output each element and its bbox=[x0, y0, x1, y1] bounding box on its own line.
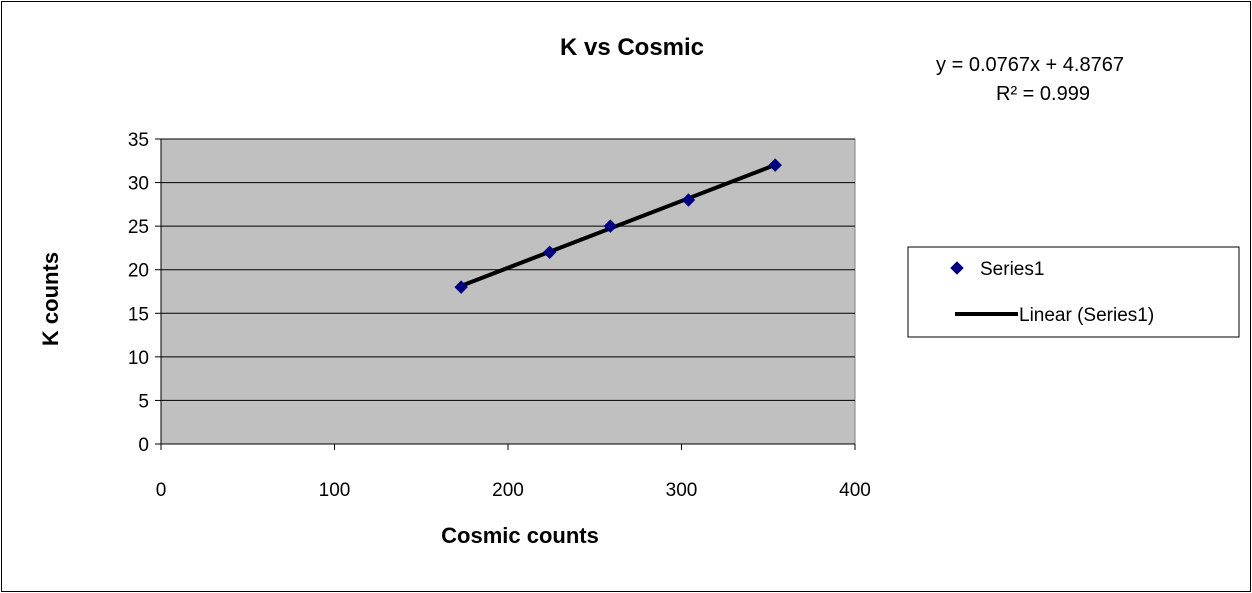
plot-area bbox=[160, 138, 856, 445]
x-tick-label: 200 bbox=[492, 480, 524, 501]
legend: Series1 Linear (Series1) bbox=[907, 246, 1240, 338]
y-tick-label: 25 bbox=[128, 217, 149, 238]
x-tick-labels: 0 100 200 300 400 bbox=[156, 480, 871, 501]
gridlines bbox=[155, 138, 856, 450]
data-point bbox=[542, 245, 557, 259]
x-tick-label: 400 bbox=[839, 480, 871, 501]
y-tick-label: 35 bbox=[128, 130, 149, 151]
y-tick-label: 20 bbox=[128, 261, 149, 282]
y-axis-title: K counts bbox=[38, 252, 63, 346]
x-tick-label: 300 bbox=[666, 480, 698, 501]
data-point bbox=[454, 280, 468, 294]
x-tick-label: 0 bbox=[156, 480, 167, 501]
trendline-r-squared: R² = 0.999 bbox=[996, 83, 1090, 105]
legend-label-trendline: Linear (Series1) bbox=[1019, 305, 1154, 326]
trendline-equation: y = 0.0767x + 4.8767 bbox=[936, 54, 1124, 76]
y-tick-labels: 0 5 10 15 20 25 30 35 bbox=[128, 130, 149, 456]
x-axis-title: Cosmic counts bbox=[441, 523, 599, 548]
data-point bbox=[603, 219, 618, 233]
data-point bbox=[768, 158, 782, 172]
axes bbox=[160, 139, 855, 445]
y-tick-label: 30 bbox=[128, 174, 149, 195]
legend-label-series1: Series1 bbox=[980, 259, 1044, 280]
legend-marker-series1 bbox=[950, 261, 964, 275]
chart-title: K vs Cosmic bbox=[560, 34, 704, 61]
legend-box bbox=[907, 246, 1240, 338]
y-tick-label: 5 bbox=[138, 391, 149, 412]
y-tick-label: 10 bbox=[128, 348, 149, 369]
y-tick-label: 0 bbox=[138, 435, 149, 456]
data-points bbox=[454, 158, 782, 294]
y-tick-label: 15 bbox=[128, 304, 149, 325]
trendline bbox=[460, 163, 776, 288]
data-point bbox=[681, 193, 696, 207]
x-tick-label: 100 bbox=[319, 480, 351, 501]
